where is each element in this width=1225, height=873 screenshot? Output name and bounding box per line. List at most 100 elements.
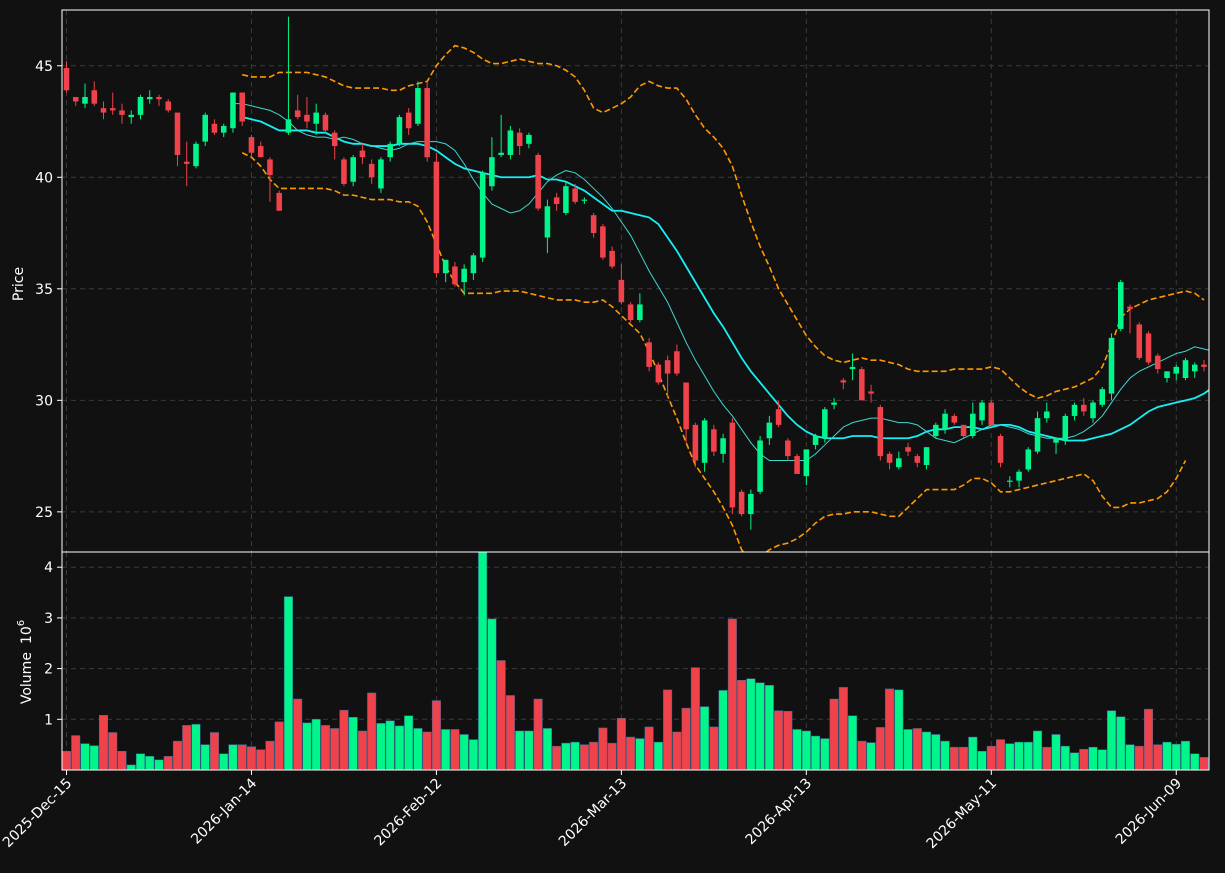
candle-body (849, 366, 856, 370)
volume-bar (977, 750, 987, 771)
candle-body (193, 143, 199, 167)
volume-bar (376, 723, 386, 771)
volume-bar (579, 744, 589, 771)
candle-body (1201, 364, 1207, 367)
volume-tick-label: 4 (44, 560, 53, 576)
candle (267, 157, 273, 202)
volume-bar (1042, 746, 1052, 771)
volume-bar (542, 728, 552, 771)
candle-body (211, 123, 218, 133)
candle-body (1025, 449, 1032, 470)
volume-bar (700, 706, 710, 771)
candle-body (165, 101, 172, 111)
candle (368, 159, 375, 184)
volume-tick-label: 2 (44, 662, 53, 678)
candle (766, 415, 773, 445)
candle-body (119, 110, 125, 115)
candle (812, 433, 819, 450)
candle-body (91, 90, 98, 104)
candle (507, 125, 514, 160)
candle-body (600, 226, 606, 258)
candle-body (304, 114, 310, 122)
candle-body (923, 447, 930, 466)
volume-bar (764, 685, 774, 771)
volume-bar (385, 720, 395, 771)
candle-body (331, 132, 338, 147)
volume-bar (98, 714, 108, 771)
volume-bar (1070, 752, 1080, 771)
candle (738, 489, 745, 517)
candle (942, 409, 948, 434)
volume-bar (709, 726, 719, 771)
candle-body (239, 92, 245, 122)
price-band-line (241, 152, 1187, 552)
candle (202, 112, 208, 147)
candle (137, 94, 144, 120)
candle-body (766, 422, 773, 439)
volume-bar (672, 731, 682, 771)
candle-body (1145, 333, 1152, 363)
volume-bar (348, 717, 358, 771)
candle-body (424, 88, 430, 158)
volume-bar (524, 730, 534, 771)
candle-body (257, 146, 264, 158)
candle (581, 197, 588, 205)
candle-body (267, 159, 273, 176)
volume-bar (1088, 746, 1098, 771)
candle-body (803, 449, 810, 477)
candle-body (1062, 415, 1069, 441)
y-tick-labels: 25 30 35 40 45 1 2 3 4 (35, 59, 62, 728)
volume-bar (607, 742, 617, 771)
candle (322, 112, 329, 133)
candle (997, 433, 1004, 468)
volume-bar (274, 721, 284, 771)
volume-bar (820, 738, 830, 771)
candle (886, 451, 893, 470)
candle-body (452, 266, 458, 285)
volume-bar (783, 710, 793, 771)
volume-bar (330, 728, 340, 771)
volume-bar (61, 750, 72, 771)
candle (248, 134, 255, 158)
volume-bar (644, 726, 654, 771)
volume-bar (616, 718, 626, 771)
volume-bar (561, 742, 571, 771)
candle (82, 83, 88, 109)
candle-body (979, 402, 985, 421)
candle (859, 366, 865, 401)
candle-body (905, 447, 911, 452)
volume-bar (145, 756, 155, 771)
candle (618, 264, 625, 305)
volume-bar (1033, 730, 1043, 771)
candle (1164, 371, 1170, 383)
volume-bar (496, 660, 506, 771)
candle (748, 489, 754, 530)
volume-bar (774, 710, 784, 771)
volume-bar (182, 725, 192, 771)
candle-body (82, 96, 88, 104)
candle (1062, 413, 1069, 445)
candle (1025, 447, 1032, 472)
candle-body (313, 112, 319, 124)
volume-bar (1144, 708, 1154, 771)
candle-body (1154, 355, 1161, 370)
candle (230, 92, 236, 133)
candle-body (285, 119, 292, 133)
candle (683, 382, 689, 443)
candle (193, 141, 199, 169)
candle-body (859, 369, 865, 401)
candle (590, 212, 597, 238)
candle (1201, 360, 1207, 372)
candle-body (1099, 389, 1106, 405)
volume-bar (431, 700, 441, 771)
candle-body (516, 132, 523, 147)
candle-body (738, 491, 745, 515)
candle-body (137, 96, 144, 115)
candle (988, 400, 995, 428)
candle-body (1007, 480, 1013, 482)
volume-tick-label: 1 (44, 712, 53, 728)
volume-bar (986, 745, 996, 771)
candle-body (637, 304, 643, 321)
candle (442, 259, 449, 283)
candle (1099, 386, 1106, 408)
